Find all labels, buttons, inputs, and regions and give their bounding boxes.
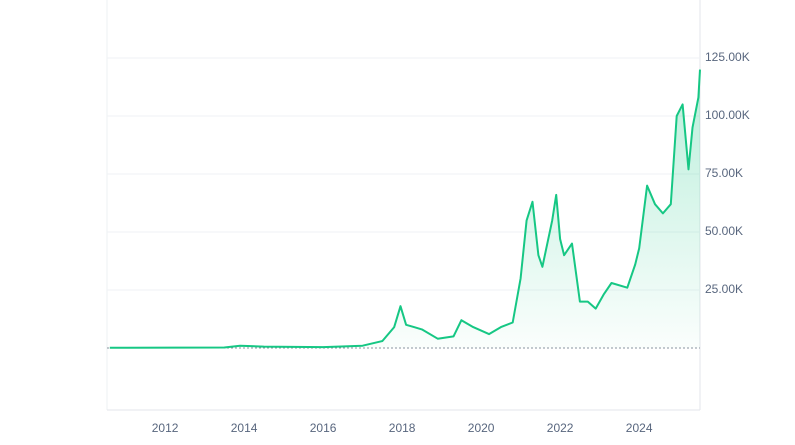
x-tick-label: 2012 (152, 421, 179, 435)
y-tick-label: 50.00K (705, 224, 743, 238)
y-tick-label: 100.00K (705, 108, 750, 122)
y-tick-label: 25.00K (705, 282, 743, 296)
x-tick-label: 2024 (626, 421, 653, 435)
y-tick-label: 75.00K (705, 166, 743, 180)
x-tick-label: 2022 (547, 421, 574, 435)
x-tick-label: 2018 (389, 421, 416, 435)
x-tick-label: 2020 (468, 421, 495, 435)
y-tick-label: 125.00K (705, 50, 750, 64)
x-tick-label: 2014 (231, 421, 258, 435)
area (109, 69, 700, 348)
price-line (109, 69, 701, 349)
x-tick-label: 2016 (310, 421, 337, 435)
